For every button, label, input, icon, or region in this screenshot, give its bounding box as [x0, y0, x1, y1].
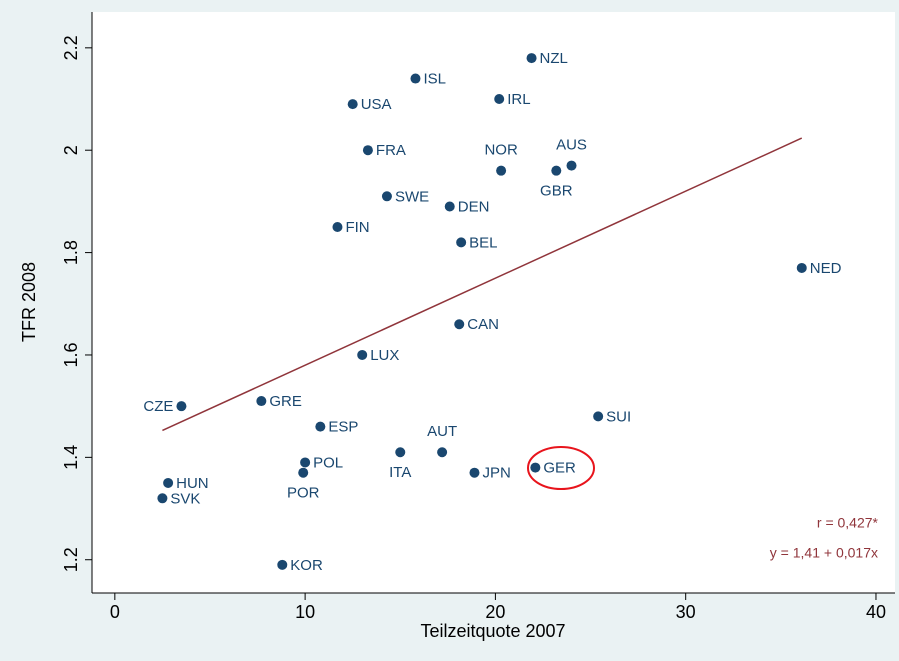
point-label: DEN [458, 198, 490, 215]
point [496, 165, 507, 176]
point-label: CAN [467, 316, 499, 333]
point [347, 99, 358, 110]
highlight-circle [527, 446, 595, 490]
point [437, 447, 448, 458]
point-label: SVK [170, 490, 200, 507]
point-label: LUX [370, 347, 399, 364]
point [526, 53, 537, 64]
point-label: KOR [290, 557, 323, 574]
point-label: HUN [176, 475, 209, 492]
x-tick-label: 30 [676, 602, 696, 622]
point-label: AUT [427, 423, 457, 440]
point-label: GBR [540, 183, 573, 200]
x-tick-label: 0 [110, 602, 120, 622]
point-label: SWE [395, 188, 429, 205]
point [163, 477, 174, 488]
point-label: GER [543, 460, 576, 477]
point-label: POL [313, 454, 343, 471]
x-tick-label: 40 [866, 602, 886, 622]
x-axis-label: Teilzeitquote 2007 [420, 621, 565, 641]
point-label: SUI [606, 408, 631, 425]
point-label: NZL [540, 50, 568, 67]
point [410, 73, 421, 84]
point [362, 145, 373, 156]
point-label: POR [287, 485, 320, 502]
y-tick-label: 2.2 [61, 35, 81, 60]
point-label: NOR [484, 142, 518, 159]
point-label: IRL [507, 91, 530, 108]
point [494, 94, 505, 105]
fit-label: y = 1,41 + 0,017x [770, 545, 878, 561]
x-tick-label: 20 [485, 602, 505, 622]
x-tick-label: 10 [295, 602, 315, 622]
point-label: NED [810, 260, 842, 277]
point-label: ITA [389, 464, 411, 481]
point-label: FRA [376, 142, 406, 159]
point [444, 201, 455, 212]
point [381, 191, 392, 202]
point [395, 447, 406, 458]
point [456, 237, 467, 248]
point [256, 396, 267, 407]
point [469, 467, 480, 478]
point [176, 401, 187, 412]
fit-line [162, 137, 803, 432]
point [277, 559, 288, 570]
point-label: JPN [482, 465, 510, 482]
point-label: ISL [423, 71, 446, 88]
point-label: USA [361, 96, 392, 113]
point-label: GRE [269, 393, 302, 410]
point [332, 221, 343, 232]
point [298, 467, 309, 478]
y-tick-label: 2 [61, 145, 81, 155]
point [315, 421, 326, 432]
point [300, 457, 311, 468]
annotation: r = 0,427* [817, 515, 879, 531]
point-label: BEL [469, 234, 497, 251]
point [454, 319, 465, 330]
y-tick-label: 1.6 [61, 342, 81, 367]
point [530, 462, 541, 473]
point [157, 493, 168, 504]
point [593, 411, 604, 422]
y-tick-label: 1.2 [61, 547, 81, 572]
y-tick-label: 1.4 [61, 445, 81, 470]
y-tick-label: 1.8 [61, 240, 81, 265]
point [357, 349, 368, 360]
point-label: CZE [143, 398, 173, 415]
point [566, 160, 577, 171]
y-axis-label: TFR 2008 [19, 262, 39, 342]
point-label: FIN [345, 219, 369, 236]
point [551, 165, 562, 176]
plot-area [92, 12, 895, 593]
point-label: ESP [328, 419, 358, 436]
point [796, 262, 807, 273]
point-label: AUS [556, 137, 587, 154]
